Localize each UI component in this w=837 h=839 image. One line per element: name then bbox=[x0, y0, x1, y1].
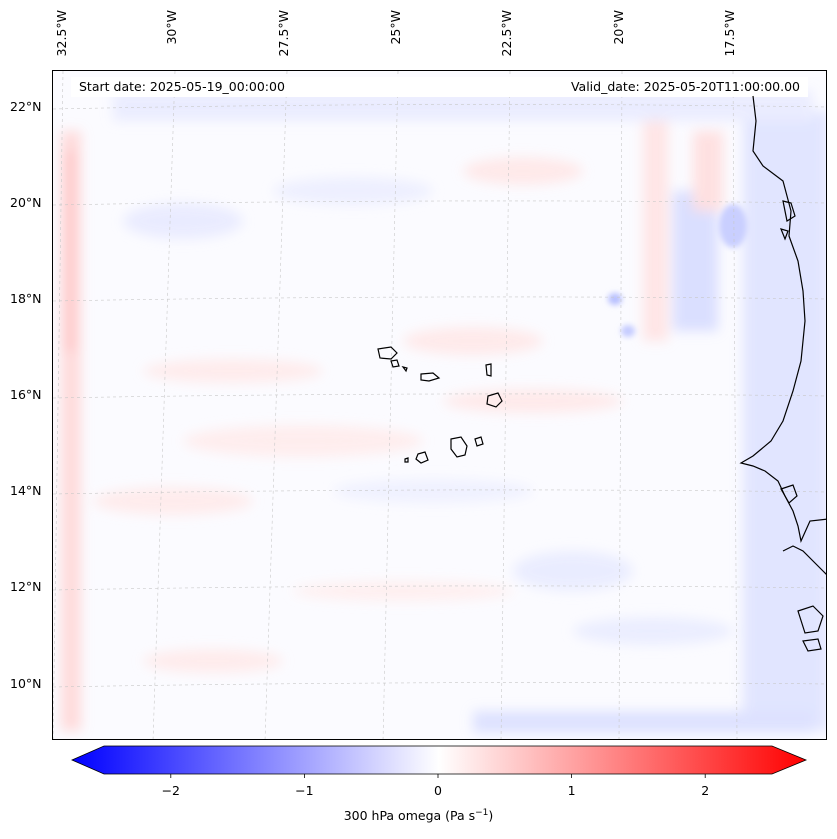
lat-label-16n: 16°N bbox=[10, 387, 42, 402]
cbar-tick-label: 2 bbox=[701, 783, 710, 798]
lon-label-20w: 20°W bbox=[611, 10, 626, 45]
cbar-tick-label: 0 bbox=[434, 783, 442, 798]
lat-label-18n: 18°N bbox=[10, 291, 42, 306]
colorbar-bar bbox=[71, 745, 808, 775]
lon-label-22-5w: 22.5°W bbox=[499, 10, 514, 57]
lat-label-10n: 10°N bbox=[10, 676, 42, 691]
gridlines bbox=[53, 71, 826, 739]
lon-label-25w: 25°W bbox=[388, 10, 403, 45]
colorbar-title-tail: ) bbox=[488, 808, 494, 824]
colorbar bbox=[71, 745, 808, 778]
cbar-tick-label: −1 bbox=[295, 783, 314, 798]
colorbar-title-sup: −1 bbox=[475, 808, 489, 818]
coastline bbox=[377, 95, 826, 652]
colorbar-title-main: 300 hPa omega (Pa s bbox=[343, 808, 476, 824]
map-panel[interactable]: Start date: 2025-05-19_00:00:00 Valid_da… bbox=[52, 70, 827, 740]
colorbar-ticks bbox=[170, 774, 706, 778]
cbar-tick-label: 1 bbox=[567, 783, 576, 798]
colorbar-title: 300 hPa omega (Pa s−1) bbox=[0, 808, 837, 823]
cbar-tick-label: −2 bbox=[161, 783, 181, 798]
lat-label-20n: 20°N bbox=[10, 195, 42, 210]
lon-label-32-5w: 32.5°W bbox=[54, 10, 69, 57]
lon-label-27-5w: 27.5°W bbox=[276, 10, 291, 57]
lat-label-12n: 12°N bbox=[10, 579, 42, 594]
lon-label-30w: 30°W bbox=[164, 10, 179, 45]
lon-label-17-5w: 17.5°W bbox=[722, 10, 737, 57]
valid-date: Valid_date: 2025-05-20T11:00:00.00 bbox=[570, 79, 800, 94]
start-date: Start date: 2025-05-19_00:00:00 bbox=[79, 79, 285, 94]
lat-label-14n: 14°N bbox=[10, 483, 42, 498]
lat-label-22n: 22°N bbox=[10, 99, 42, 114]
omega-field bbox=[53, 71, 826, 739]
